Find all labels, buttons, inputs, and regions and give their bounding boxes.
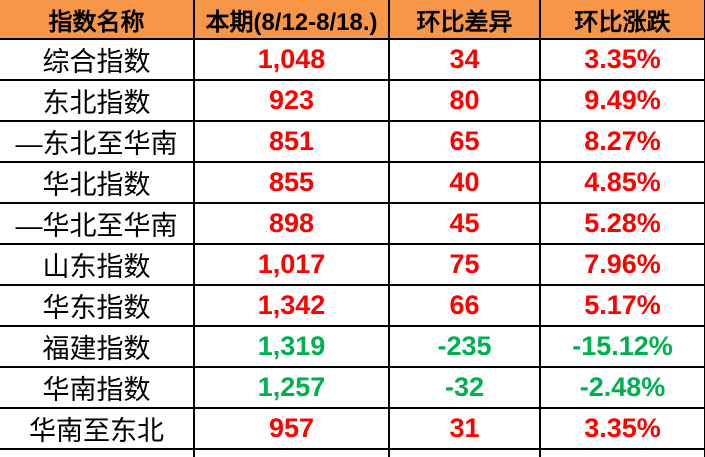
current-value-cell: 851	[193, 120, 390, 163]
mom-diff-cell: 80	[388, 79, 541, 122]
mom-change-cell: 3.35%	[539, 407, 705, 450]
table-row: 华南指数 1,257 -32 -2.48%	[0, 366, 705, 409]
header-row: 指数名称 本期(8/12-8/18.) 环比差异 环比涨跌	[0, 0, 705, 40]
current-value-cell: 923	[193, 79, 390, 122]
index-name-cell: 华南指数	[0, 366, 195, 409]
mom-diff-cell: 100	[388, 448, 541, 457]
table-row: 华南至华北 1,326 100 8.15%	[0, 448, 705, 457]
table-row: 东北指数 923 80 9.49%	[0, 79, 705, 122]
column-header-index-name: 指数名称	[0, 0, 195, 40]
index-name-cell: 山东指数	[0, 243, 195, 286]
mom-diff-cell: 65	[388, 120, 541, 163]
mom-diff-cell: 45	[388, 202, 541, 245]
current-value-cell: 898	[193, 202, 390, 245]
mom-diff-cell: 31	[388, 407, 541, 450]
mom-change-cell: 5.28%	[539, 202, 705, 245]
mom-change-cell: 8.27%	[539, 120, 705, 163]
mom-change-cell: 5.17%	[539, 284, 705, 327]
current-value-cell: 1,017	[193, 243, 390, 286]
index-name-cell: 华南至东北	[0, 407, 195, 450]
column-header-mom-diff: 环比差异	[388, 0, 541, 40]
column-header-current-period: 本期(8/12-8/18.)	[193, 0, 390, 40]
mom-change-cell: -2.48%	[539, 366, 705, 409]
index-name-cell: 综合指数	[0, 39, 195, 81]
mom-change-cell: -15.12%	[539, 325, 705, 368]
mom-diff-cell: 34	[388, 39, 541, 81]
current-value-cell: 855	[193, 161, 390, 204]
mom-diff-cell: -235	[388, 325, 541, 368]
mom-diff-cell: 75	[388, 243, 541, 286]
table-row: 华东指数 1,342 66 5.17%	[0, 284, 705, 327]
index-name-cell: —东北至华南	[0, 120, 195, 163]
table-row: 华南至东北 957 31 3.35%	[0, 407, 705, 450]
current-value-cell: 1,257	[193, 366, 390, 409]
current-value-cell: 1,319	[193, 325, 390, 368]
table-row: 山东指数 1,017 75 7.96%	[0, 243, 705, 286]
current-value-cell: 1,048	[193, 39, 390, 81]
current-value-cell: 1,342	[193, 284, 390, 327]
index-name-cell: —华北至华南	[0, 202, 195, 245]
mom-diff-cell: -32	[388, 366, 541, 409]
current-value-cell: 957	[193, 407, 390, 450]
table-row: —华北至华南 898 45 5.28%	[0, 202, 705, 245]
mom-change-cell: 8.15%	[539, 448, 705, 457]
index-name-cell: 华北指数	[0, 161, 195, 204]
mom-diff-cell: 66	[388, 284, 541, 327]
index-name-cell: 福建指数	[0, 325, 195, 368]
index-name-cell: 东北指数	[0, 79, 195, 122]
table-row: 福建指数 1,319 -235 -15.12%	[0, 325, 705, 368]
current-value-cell: 1,326	[193, 448, 390, 457]
table-row: 华北指数 855 40 4.85%	[0, 161, 705, 204]
table-row: —东北至华南 851 65 8.27%	[0, 120, 705, 163]
mom-change-cell: 7.96%	[539, 243, 705, 286]
table-row: 综合指数 1,048 34 3.35%	[0, 39, 705, 81]
mom-diff-cell: 40	[388, 161, 541, 204]
column-header-mom-change: 环比涨跌	[539, 0, 705, 40]
mom-change-cell: 9.49%	[539, 79, 705, 122]
index-name-cell: 华东指数	[0, 284, 195, 327]
mom-change-cell: 4.85%	[539, 161, 705, 204]
mom-change-cell: 3.35%	[539, 39, 705, 81]
index-name-cell: 华南至华北	[0, 448, 195, 457]
